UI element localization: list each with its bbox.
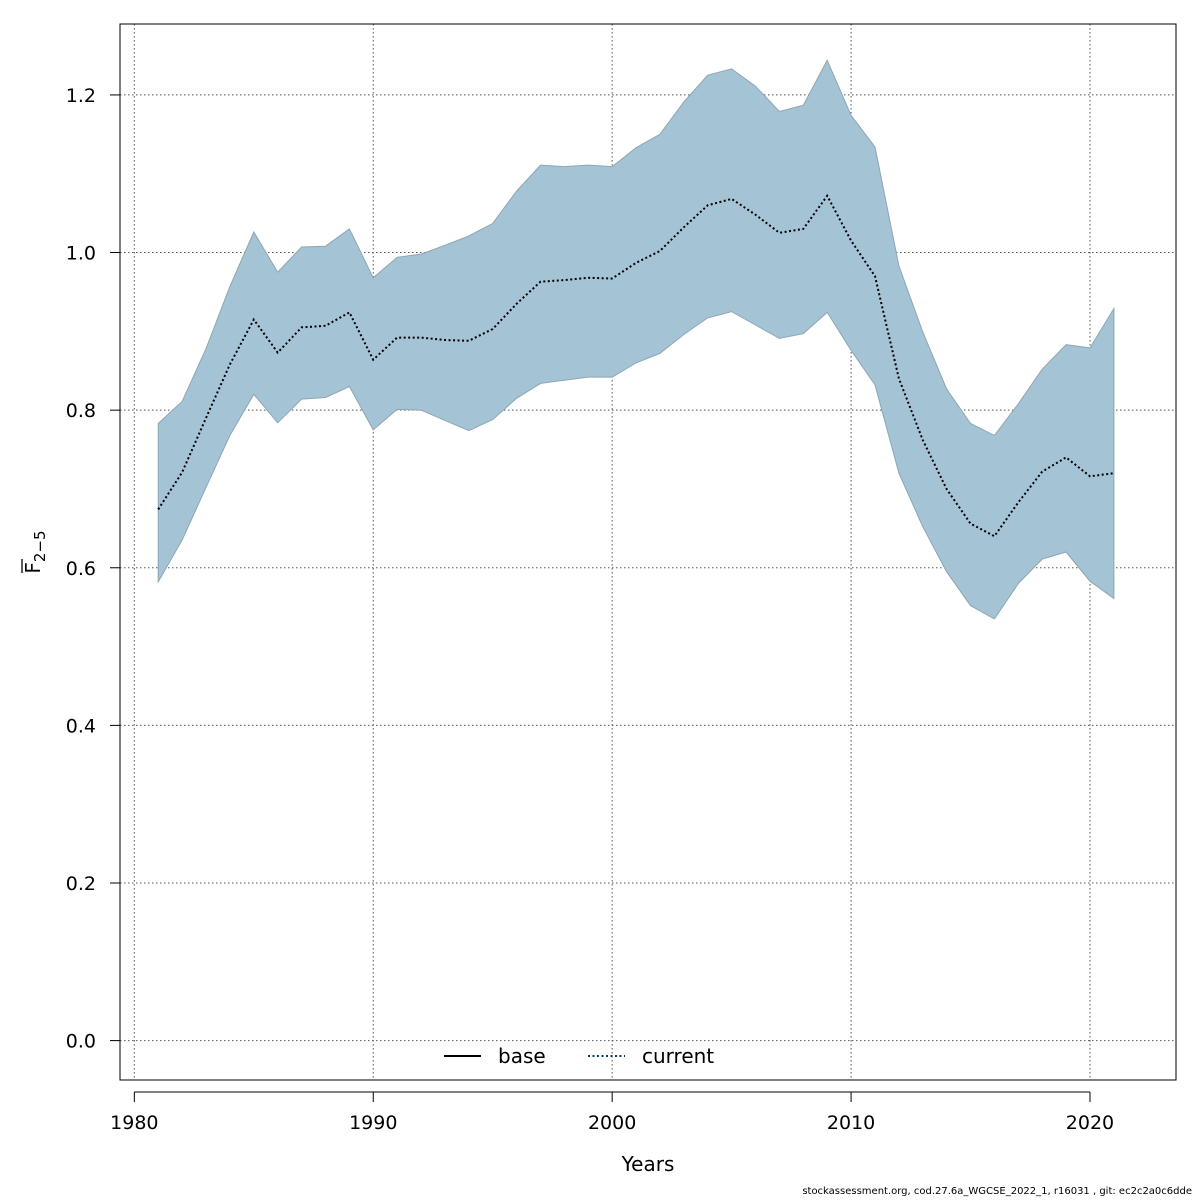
y-tick-label: 1.2 xyxy=(66,85,96,107)
y-tick-label: 0.0 xyxy=(66,1031,96,1053)
footer-source: stockassessment.org, cod.27.6a_WGCSE_202… xyxy=(802,1186,1192,1197)
x-tick-label: 1980 xyxy=(110,1112,158,1134)
y-tick-label: 0.2 xyxy=(66,873,96,895)
x-tick-label: 1990 xyxy=(349,1112,397,1134)
x-axis: 1980 1990 2000 2010 2020 xyxy=(110,1091,1114,1134)
y-axis-title: F2−5 xyxy=(21,530,49,573)
y-tick-label: 0.6 xyxy=(66,558,96,580)
series-current-line xyxy=(157,193,1115,538)
y-tick-label: 0.8 xyxy=(66,400,96,422)
x-tick-label: 2010 xyxy=(827,1112,875,1134)
y-axis: 0.0 0.2 0.4 0.6 0.8 1.0 1.2 xyxy=(66,85,121,1053)
confidence-band xyxy=(157,59,1115,620)
x-axis-title: Years xyxy=(621,1152,675,1176)
legend-base-label: base xyxy=(498,1044,546,1068)
legend: base current xyxy=(444,1044,714,1068)
y-axis-title-main: F xyxy=(21,562,45,574)
svg-text:F2−5: F2−5 xyxy=(21,530,49,573)
x-tick-label: 2020 xyxy=(1066,1112,1114,1134)
y-tick-label: 1.0 xyxy=(66,243,96,265)
y-axis-title-subscript: 2−5 xyxy=(31,530,49,562)
y-tick-label: 0.4 xyxy=(66,715,96,737)
legend-current-label: current xyxy=(642,1044,714,1068)
x-tick-label: 2000 xyxy=(588,1112,636,1134)
